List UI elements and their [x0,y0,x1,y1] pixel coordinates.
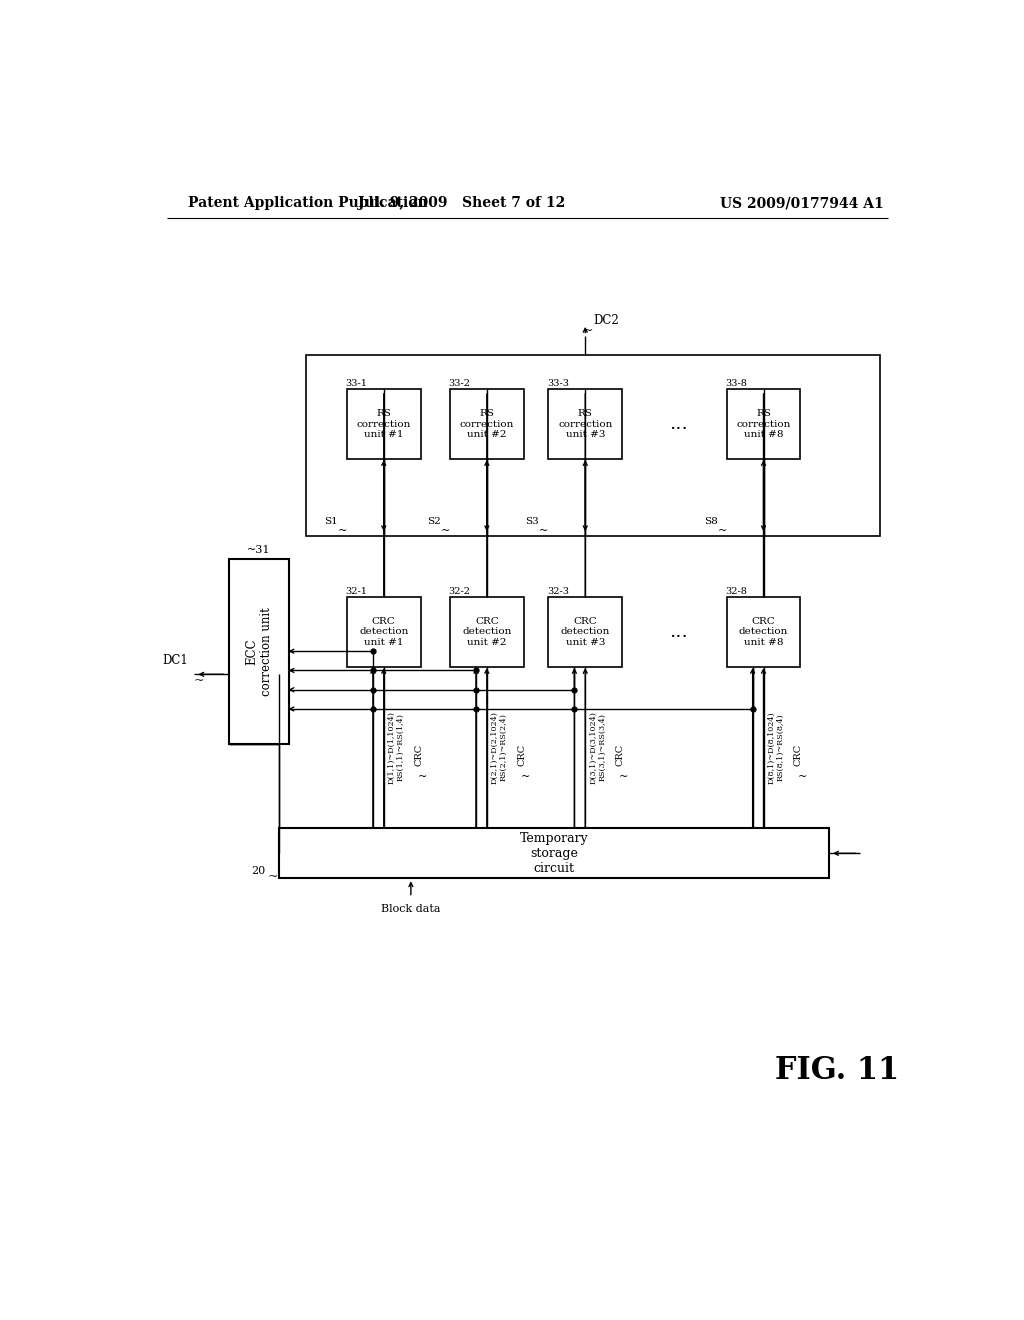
Text: FIG. 11: FIG. 11 [775,1056,899,1086]
Bar [347,389,421,459]
Bar [347,597,421,667]
Bar [450,389,523,459]
Bar [549,389,622,459]
Bar [727,389,801,459]
Text: 32-3: 32-3 [547,586,569,595]
Text: S8: S8 [703,517,718,527]
Text: DC1: DC1 [163,653,188,667]
Text: CRC
detection
unit #8: CRC detection unit #8 [738,616,788,647]
Text: DC2: DC2 [593,314,618,326]
Text: ~: ~ [620,772,629,781]
Text: RS
correction
unit #8: RS correction unit #8 [736,409,791,440]
Text: ~: ~ [267,870,279,883]
Text: D(3,1)~D(3,1024)
RS(3,1)~RS(3,4): D(3,1)~D(3,1024) RS(3,1)~RS(3,4) [589,711,606,784]
Text: D(1,1)~D(1,1024)
RS(1,1)~RS(1,4): D(1,1)~D(1,1024) RS(1,1)~RS(1,4) [387,711,404,784]
Text: ~: ~ [338,527,347,536]
Text: Jul. 9, 2009   Sheet 7 of 12: Jul. 9, 2009 Sheet 7 of 12 [357,197,565,210]
Text: ECC
correction unit: ECC correction unit [245,607,273,696]
Text: ~: ~ [440,527,451,536]
Text: S2: S2 [427,517,440,527]
Bar [306,355,880,536]
Text: 32-8: 32-8 [725,586,748,595]
Text: D(8,1)~D(8,1024)
RS(8,1)~RS(8,4): D(8,1)~D(8,1024) RS(8,1)~RS(8,4) [767,711,784,784]
Text: CRC: CRC [794,744,803,766]
Text: D(2,1)~D(2,1024)
RS(2,1)~RS(2,4): D(2,1)~D(2,1024) RS(2,1)~RS(2,4) [490,711,508,784]
Text: CRC
detection
unit #3: CRC detection unit #3 [560,616,610,647]
Text: CRC
detection
unit #1: CRC detection unit #1 [359,616,409,647]
Text: ~: ~ [521,772,530,781]
Text: 32-1: 32-1 [345,586,368,595]
Text: 20: 20 [251,866,265,875]
Text: S3: S3 [525,517,540,527]
Text: 33-1: 33-1 [345,379,368,388]
Text: CRC: CRC [517,744,526,766]
Bar [228,558,289,743]
Text: CRC: CRC [414,744,423,766]
Text: US 2009/0177944 A1: US 2009/0177944 A1 [720,197,884,210]
Text: Patent Application Publication: Patent Application Publication [188,197,428,210]
Text: ~: ~ [195,675,205,686]
Text: ...: ... [669,414,688,433]
Text: 32-2: 32-2 [449,586,470,595]
Bar [450,597,523,667]
Text: Temporary
storage
circuit: Temporary storage circuit [520,832,589,875]
Text: RS
correction
unit #1: RS correction unit #1 [356,409,411,440]
Text: ...: ... [669,623,688,642]
Bar [727,597,801,667]
Text: ~31: ~31 [247,545,270,554]
Text: ~: ~ [798,772,807,781]
Bar [549,597,622,667]
Text: ~: ~ [539,527,549,536]
Text: ~: ~ [418,772,427,781]
Text: CRC: CRC [615,744,625,766]
Text: ~: ~ [718,527,727,536]
Text: S1: S1 [324,517,338,527]
Bar [280,829,829,878]
Text: 33-2: 33-2 [449,379,470,388]
Text: 33-3: 33-3 [547,379,569,388]
Text: RS
correction
unit #2: RS correction unit #2 [460,409,514,440]
Text: CRC
detection
unit #2: CRC detection unit #2 [462,616,512,647]
Text: Block data: Block data [381,904,440,915]
Text: 33-8: 33-8 [725,379,748,388]
Text: ~: ~ [583,323,594,337]
Text: RS
correction
unit #3: RS correction unit #3 [558,409,612,440]
